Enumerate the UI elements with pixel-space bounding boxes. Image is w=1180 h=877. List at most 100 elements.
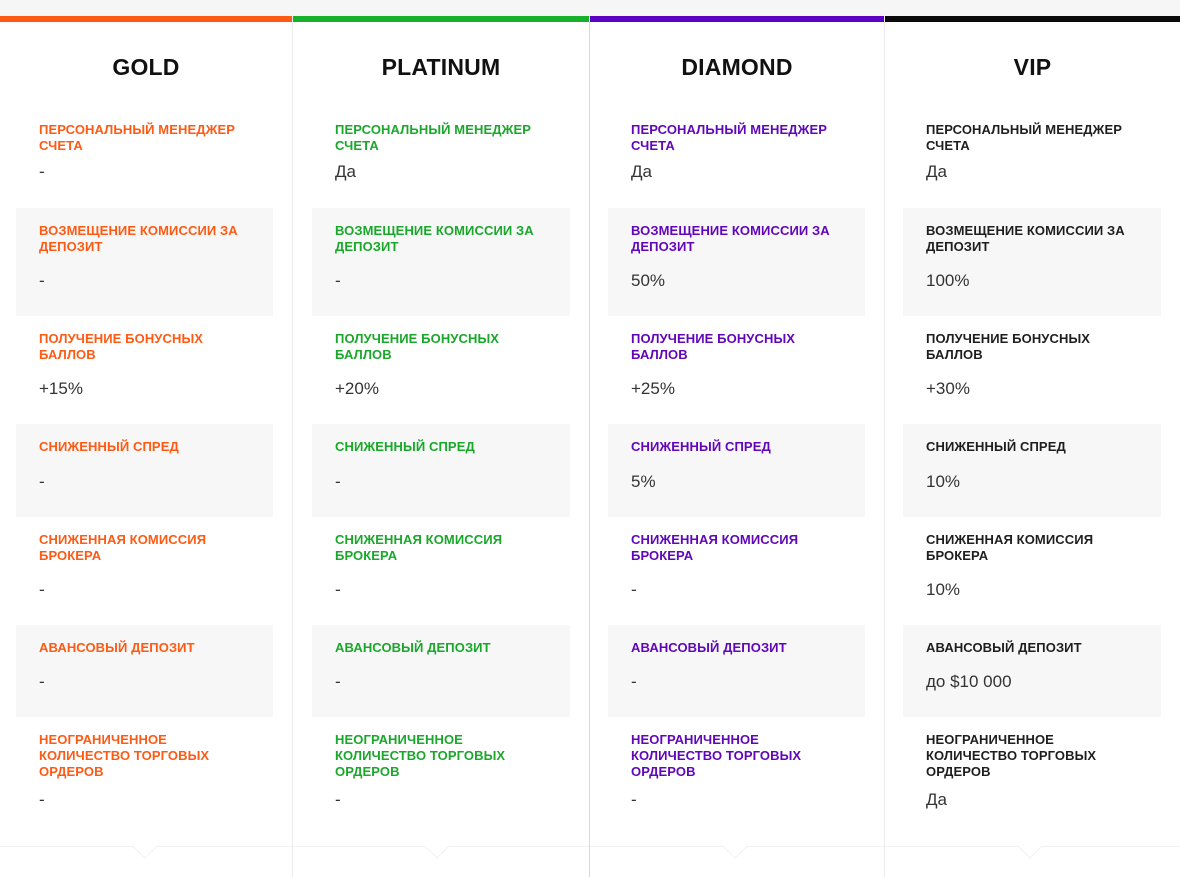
- feature-row: Персональный менеджер счета Да: [608, 107, 865, 208]
- feature-row: Возмещение комиссии за депозит 100%: [903, 208, 1161, 316]
- feature-value: 10%: [926, 472, 961, 491]
- feature-row: Получение бонусных баллов +30%: [903, 316, 1161, 424]
- expand-chevron-icon[interactable]: [424, 833, 450, 859]
- feature-label: Возмещение комиссии за депозит: [926, 223, 1125, 254]
- tier-feature-list: Персональный менеджер счета - Возмещение к…: [0, 107, 292, 837]
- feature-value: -: [335, 790, 341, 809]
- feature-value: Да: [926, 162, 947, 181]
- tier-accent-bar: [590, 16, 884, 22]
- feature-label: Сниженная комиссия брокера: [926, 532, 1094, 563]
- feature-value: +20%: [335, 379, 379, 398]
- feature-value: Да: [335, 162, 356, 181]
- feature-label: Авансовый депозит: [39, 640, 195, 655]
- feature-label: Персональный менеджер счета: [926, 122, 1123, 153]
- feature-value: 10%: [926, 580, 961, 599]
- feature-row: Авансовый депозит до $10 000: [903, 625, 1161, 717]
- feature-row: Сниженный спред 5%: [608, 424, 865, 517]
- feature-value: +30%: [926, 379, 970, 398]
- feature-value: -: [39, 672, 45, 691]
- tier-accent-bar: [885, 16, 1180, 22]
- tier-accent-bar: [0, 16, 292, 22]
- feature-label: Сниженный спред: [39, 439, 179, 454]
- feature-row: Сниженная комиссия брокера -: [16, 517, 273, 625]
- feature-label: Неограниченное количество торговых ордер…: [926, 732, 1097, 779]
- feature-label: Неограниченное количество торговых ордер…: [335, 732, 506, 779]
- feature-label: Неограниченное количество торговых ордер…: [631, 732, 802, 779]
- tier-title: GOLD: [112, 54, 180, 80]
- feature-label: Сниженный спред: [335, 439, 475, 454]
- feature-value: Да: [926, 790, 947, 809]
- feature-row: Персональный менеджер счета -: [16, 107, 273, 208]
- expand-chevron-icon[interactable]: [1017, 833, 1043, 859]
- feature-row: Получение бонусных баллов +25%: [608, 316, 865, 424]
- feature-value: Да: [631, 162, 652, 181]
- feature-row: Сниженный спред 10%: [903, 424, 1161, 517]
- feature-row: Персональный менеджер счета Да: [312, 107, 570, 208]
- feature-value: -: [335, 580, 341, 599]
- feature-value: +15%: [39, 379, 83, 398]
- feature-row: Сниженная комиссия брокера 10%: [903, 517, 1161, 625]
- feature-value: -: [631, 672, 637, 691]
- feature-row: Возмещение комиссии за депозит 50%: [608, 208, 865, 316]
- feature-label: Авансовый депозит: [926, 640, 1082, 655]
- feature-label: Персональный менеджер счета: [631, 122, 828, 153]
- feature-value: 5%: [631, 472, 656, 491]
- feature-value: 100%: [926, 271, 970, 290]
- feature-label: Получение бонусных баллов: [335, 331, 500, 362]
- tier-title: VIP: [1013, 54, 1052, 80]
- feature-label: Сниженная комиссия брокера: [39, 532, 207, 563]
- feature-label: Сниженная комиссия брокера: [335, 532, 503, 563]
- feature-label: Сниженный спред: [631, 439, 771, 454]
- feature-value: -: [335, 472, 341, 491]
- tier-title: PLATINUM: [381, 54, 501, 80]
- feature-row: Авансовый депозит -: [16, 625, 273, 717]
- feature-value: -: [39, 162, 45, 181]
- tier-column-diamond: DIAMOND Персональный менеджер счета Да Возм…: [589, 16, 884, 877]
- feature-value: -: [335, 672, 341, 691]
- account-tiers-comparison: GOLD Персональный менеджер счета - Возмещен…: [0, 16, 1180, 877]
- feature-label: Персональный менеджер счета: [335, 122, 532, 153]
- tier-feature-list: Персональный менеджер счета Да Возмещение …: [590, 107, 884, 837]
- feature-label: Возмещение комиссии за депозит: [335, 223, 534, 254]
- feature-row: Авансовый депозит -: [312, 625, 570, 717]
- tier-feature-list: Персональный менеджер счета Да Возмещение …: [293, 107, 589, 837]
- feature-row: Сниженный спред -: [312, 424, 570, 517]
- expand-chevron-icon[interactable]: [722, 833, 748, 859]
- feature-value: до $10 000: [926, 672, 1012, 691]
- feature-label: Получение бонусных баллов: [631, 331, 796, 362]
- feature-row: Персональный менеджер счета Да: [903, 107, 1161, 208]
- feature-row: Возмещение комиссии за депозит -: [16, 208, 273, 316]
- tier-column-vip: VIP Персональный менеджер счета Да Возмещен…: [884, 16, 1180, 877]
- feature-value: +25%: [631, 379, 675, 398]
- tier-column-gold: GOLD Персональный менеджер счета - Возмещен…: [0, 16, 292, 877]
- feature-value: -: [335, 271, 341, 290]
- feature-value: -: [39, 790, 45, 809]
- feature-label: Возмещение комиссии за депозит: [39, 223, 238, 254]
- feature-value: -: [39, 271, 45, 290]
- feature-value: -: [631, 580, 637, 599]
- feature-value: -: [39, 472, 45, 491]
- feature-row: Сниженная комиссия брокера -: [608, 517, 865, 625]
- tier-column-platinum: PLATINUM Персональный менеджер счета Да Воз…: [292, 16, 589, 877]
- expand-chevron-icon[interactable]: [132, 833, 158, 859]
- feature-row: Неограниченное количество торговых ордер…: [903, 717, 1161, 837]
- top-band: [0, 0, 1180, 16]
- feature-row: Сниженный спред -: [16, 424, 273, 517]
- feature-label: Неограниченное количество торговых ордер…: [39, 732, 210, 779]
- feature-row: Получение бонусных баллов +20%: [312, 316, 570, 424]
- tier-accent-bar: [293, 16, 589, 22]
- feature-label: Сниженная комиссия брокера: [631, 532, 799, 563]
- feature-row: Возмещение комиссии за депозит -: [312, 208, 570, 316]
- feature-label: Получение бонусных баллов: [926, 331, 1091, 362]
- feature-row: Получение бонусных баллов +15%: [16, 316, 273, 424]
- feature-label: Авансовый депозит: [335, 640, 491, 655]
- feature-label: Возмещение комиссии за депозит: [631, 223, 830, 254]
- feature-label: Сниженный спред: [926, 439, 1066, 454]
- feature-row: Сниженная комиссия брокера -: [312, 517, 570, 625]
- feature-label: Персональный менеджер счета: [39, 122, 236, 153]
- feature-value: -: [39, 580, 45, 599]
- tier-feature-list: Персональный менеджер счета Да Возмещение …: [885, 107, 1180, 837]
- feature-row: Неограниченное количество торговых ордер…: [312, 717, 570, 837]
- feature-row: Неограниченное количество торговых ордер…: [16, 717, 273, 837]
- feature-value: -: [631, 790, 637, 809]
